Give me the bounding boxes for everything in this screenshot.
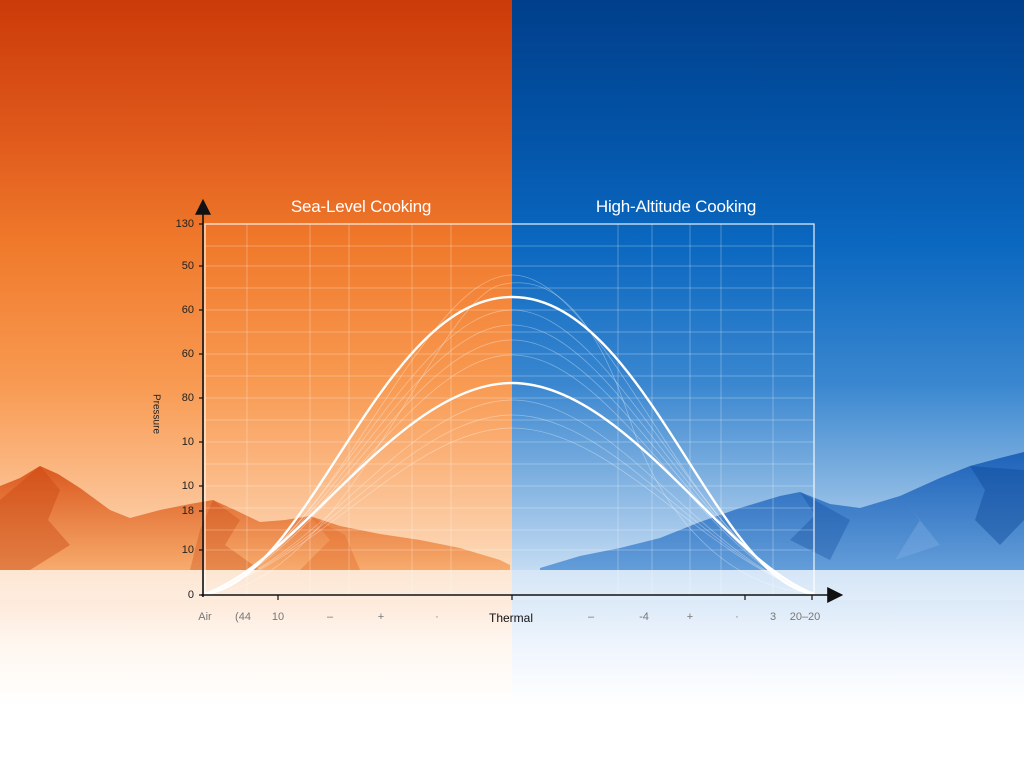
x-tick-label: +: [377, 611, 385, 623]
y-tick-label: 50: [181, 260, 194, 272]
high-altitude-curve: [204, 381, 815, 596]
y-tick-label: 60: [181, 348, 194, 360]
x-axis-ticks: [277, 595, 813, 600]
x-tick-label: –: [587, 611, 595, 623]
x-tick-label: ·: [735, 611, 739, 623]
grid-lines: [205, 224, 814, 595]
x-axis-label: Thermal: [488, 611, 534, 625]
y-tick-label: 60: [181, 304, 194, 316]
faint-ensemble-curves: [204, 274, 815, 594]
x-tick-label: -4: [639, 611, 649, 623]
x-tick-label: –: [326, 611, 334, 623]
high-altitude-panel: [512, 0, 1024, 768]
y-tick-label: 0: [187, 589, 194, 601]
high-altitude-title: High-Altitude Cooking: [595, 197, 757, 216]
x-tick-label: 10: [271, 611, 285, 623]
x-tick-label: (44: [235, 611, 251, 623]
y-tick-label: 130: [175, 218, 194, 230]
y-tick-label: 10: [181, 436, 194, 448]
y-tick-label: 80: [181, 392, 194, 404]
x-tick-label: +: [686, 611, 694, 623]
y-tick-label: 18: [181, 505, 194, 517]
x-tick-label: Air: [198, 611, 212, 623]
sea-level-curve: [204, 295, 815, 596]
x-tick-label: 20–20: [789, 611, 821, 623]
y-tick-label: 10: [181, 544, 194, 556]
sea-level-panel: [0, 0, 512, 768]
blue-mountain-range: [540, 452, 1024, 570]
orange-mountain-range: [0, 466, 510, 570]
y-axis-ticks: [199, 223, 203, 596]
sea-level-title: Sea-Level Cooking: [290, 197, 432, 216]
x-tick-label: ·: [435, 611, 439, 623]
x-tick-label: 3: [769, 611, 777, 623]
y-tick-label: 10: [181, 480, 194, 492]
